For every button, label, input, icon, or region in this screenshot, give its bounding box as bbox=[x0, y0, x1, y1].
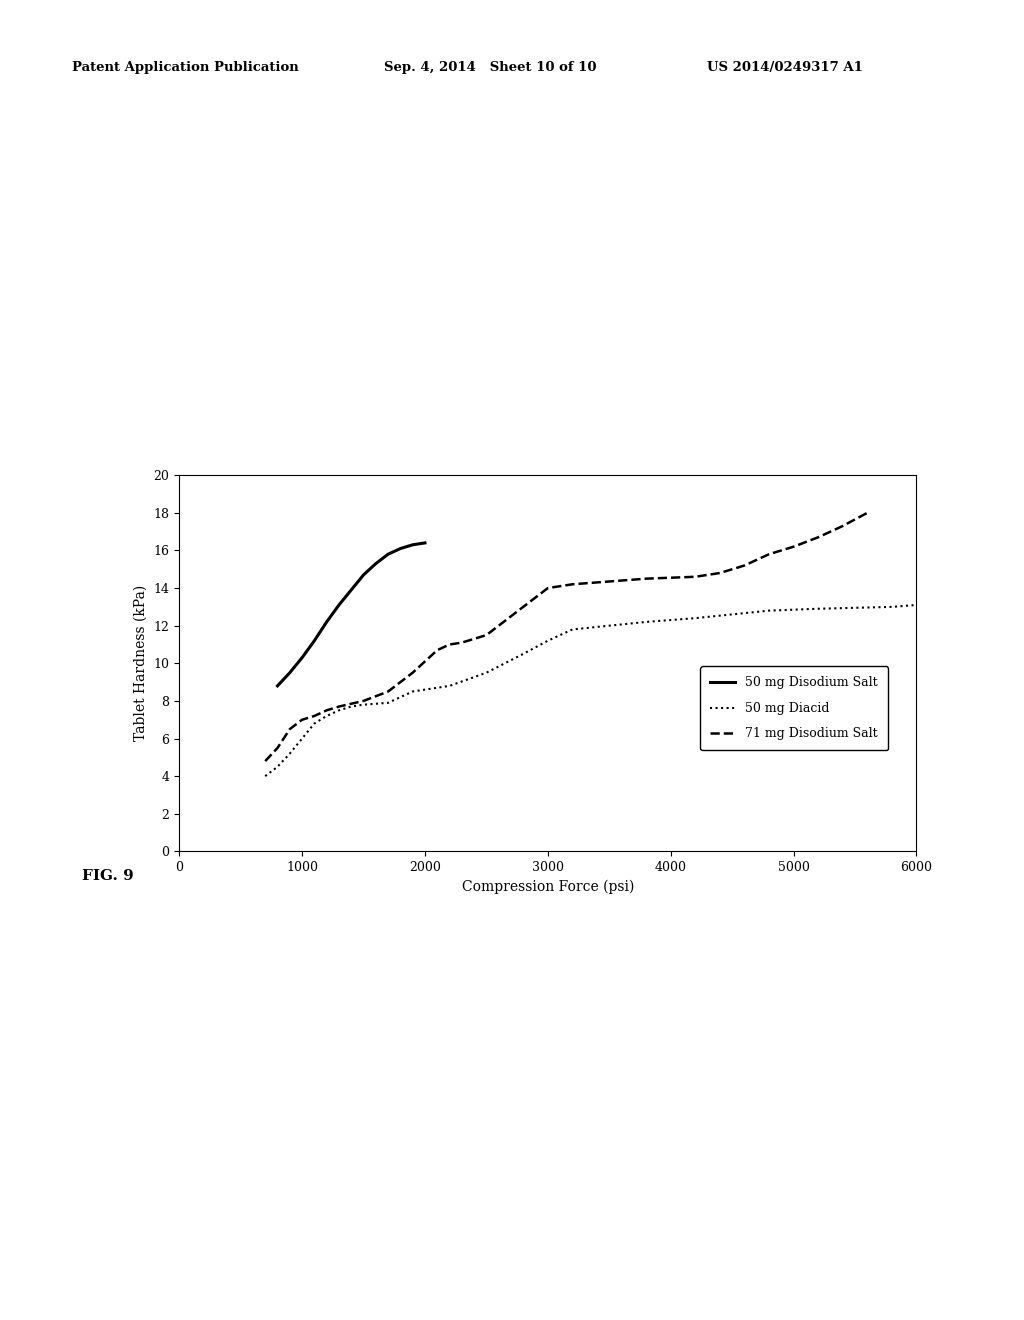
71 mg Disodium Salt bbox=[382, 684, 394, 700]
71 mg Disodium Salt bbox=[407, 665, 419, 681]
71 mg Disodium Salt bbox=[493, 618, 505, 634]
50 mg Diacid bbox=[419, 681, 431, 697]
50 mg Disodium Salt bbox=[271, 678, 284, 694]
50 mg Disodium Salt bbox=[357, 568, 370, 583]
50 mg Disodium Salt bbox=[333, 597, 345, 612]
50 mg Diacid bbox=[517, 645, 529, 661]
Line: 50 mg Disodium Salt: 50 mg Disodium Salt bbox=[278, 543, 425, 686]
71 mg Disodium Salt bbox=[271, 741, 284, 756]
71 mg Disodium Salt bbox=[763, 546, 775, 562]
71 mg Disodium Salt bbox=[640, 570, 652, 586]
71 mg Disodium Salt bbox=[529, 590, 542, 606]
50 mg Diacid bbox=[763, 603, 775, 619]
50 mg Diacid bbox=[357, 697, 370, 713]
X-axis label: Compression Force (psi): Compression Force (psi) bbox=[462, 879, 634, 894]
71 mg Disodium Salt bbox=[505, 609, 517, 624]
71 mg Disodium Salt bbox=[812, 529, 824, 545]
50 mg Diacid bbox=[345, 698, 357, 714]
50 mg Diacid bbox=[370, 696, 382, 711]
71 mg Disodium Salt bbox=[689, 569, 701, 585]
50 mg Disodium Salt bbox=[296, 649, 308, 665]
50 mg Diacid bbox=[271, 759, 284, 775]
Text: Sep. 4, 2014   Sheet 10 of 10: Sep. 4, 2014 Sheet 10 of 10 bbox=[384, 61, 597, 74]
50 mg Disodium Salt bbox=[345, 582, 357, 598]
71 mg Disodium Salt bbox=[357, 693, 370, 709]
71 mg Disodium Salt bbox=[259, 754, 271, 770]
50 mg Disodium Salt bbox=[284, 665, 296, 681]
Line: 50 mg Diacid: 50 mg Diacid bbox=[265, 605, 916, 776]
71 mg Disodium Salt bbox=[861, 506, 873, 521]
50 mg Diacid bbox=[910, 597, 923, 612]
50 mg Disodium Salt bbox=[407, 537, 419, 553]
71 mg Disodium Salt bbox=[714, 565, 726, 581]
Text: Patent Application Publication: Patent Application Publication bbox=[72, 61, 298, 74]
71 mg Disodium Salt bbox=[787, 539, 800, 554]
50 mg Diacid bbox=[284, 746, 296, 762]
71 mg Disodium Salt bbox=[333, 698, 345, 714]
71 mg Disodium Salt bbox=[456, 635, 468, 651]
50 mg Disodium Salt bbox=[370, 556, 382, 572]
50 mg Diacid bbox=[640, 614, 652, 630]
71 mg Disodium Salt bbox=[431, 643, 443, 659]
50 mg Diacid bbox=[812, 601, 824, 616]
71 mg Disodium Salt bbox=[566, 577, 579, 593]
Legend: 50 mg Disodium Salt, 50 mg Diacid, 71 mg Disodium Salt: 50 mg Disodium Salt, 50 mg Diacid, 71 mg… bbox=[700, 667, 888, 751]
50 mg Disodium Salt bbox=[419, 535, 431, 550]
71 mg Disodium Salt bbox=[591, 574, 603, 590]
71 mg Disodium Salt bbox=[321, 702, 333, 718]
71 mg Disodium Salt bbox=[284, 721, 296, 737]
71 mg Disodium Salt bbox=[308, 708, 321, 723]
71 mg Disodium Salt bbox=[615, 573, 628, 589]
50 mg Diacid bbox=[849, 599, 861, 615]
71 mg Disodium Salt bbox=[517, 599, 529, 615]
50 mg Diacid bbox=[542, 632, 554, 648]
71 mg Disodium Salt bbox=[296, 711, 308, 727]
Text: FIG. 9: FIG. 9 bbox=[82, 869, 134, 883]
50 mg Diacid bbox=[665, 612, 677, 628]
50 mg Disodium Salt bbox=[321, 614, 333, 630]
50 mg Diacid bbox=[333, 702, 345, 718]
50 mg Diacid bbox=[321, 708, 333, 723]
50 mg Diacid bbox=[689, 610, 701, 626]
50 mg Disodium Salt bbox=[308, 632, 321, 648]
71 mg Disodium Salt bbox=[468, 631, 480, 647]
71 mg Disodium Salt bbox=[738, 557, 751, 573]
50 mg Diacid bbox=[296, 731, 308, 747]
50 mg Diacid bbox=[603, 618, 615, 634]
71 mg Disodium Salt bbox=[443, 636, 456, 652]
50 mg Diacid bbox=[308, 715, 321, 731]
71 mg Disodium Salt bbox=[665, 570, 677, 586]
71 mg Disodium Salt bbox=[837, 517, 849, 533]
50 mg Diacid bbox=[407, 684, 419, 700]
50 mg Diacid bbox=[566, 622, 579, 638]
50 mg Diacid bbox=[382, 694, 394, 710]
50 mg Diacid bbox=[443, 678, 456, 694]
50 mg Diacid bbox=[394, 689, 407, 705]
50 mg Diacid bbox=[480, 665, 493, 681]
Text: US 2014/0249317 A1: US 2014/0249317 A1 bbox=[707, 61, 862, 74]
50 mg Diacid bbox=[787, 602, 800, 618]
50 mg Disodium Salt bbox=[382, 546, 394, 562]
Line: 71 mg Disodium Salt: 71 mg Disodium Salt bbox=[265, 513, 867, 762]
50 mg Diacid bbox=[431, 680, 443, 696]
Y-axis label: Tablet Hardness (kPa): Tablet Hardness (kPa) bbox=[134, 585, 147, 742]
71 mg Disodium Salt bbox=[542, 581, 554, 597]
50 mg Diacid bbox=[886, 599, 898, 615]
50 mg Disodium Salt bbox=[394, 541, 407, 557]
71 mg Disodium Salt bbox=[480, 627, 493, 643]
50 mg Diacid bbox=[259, 768, 271, 784]
50 mg Diacid bbox=[726, 606, 738, 622]
